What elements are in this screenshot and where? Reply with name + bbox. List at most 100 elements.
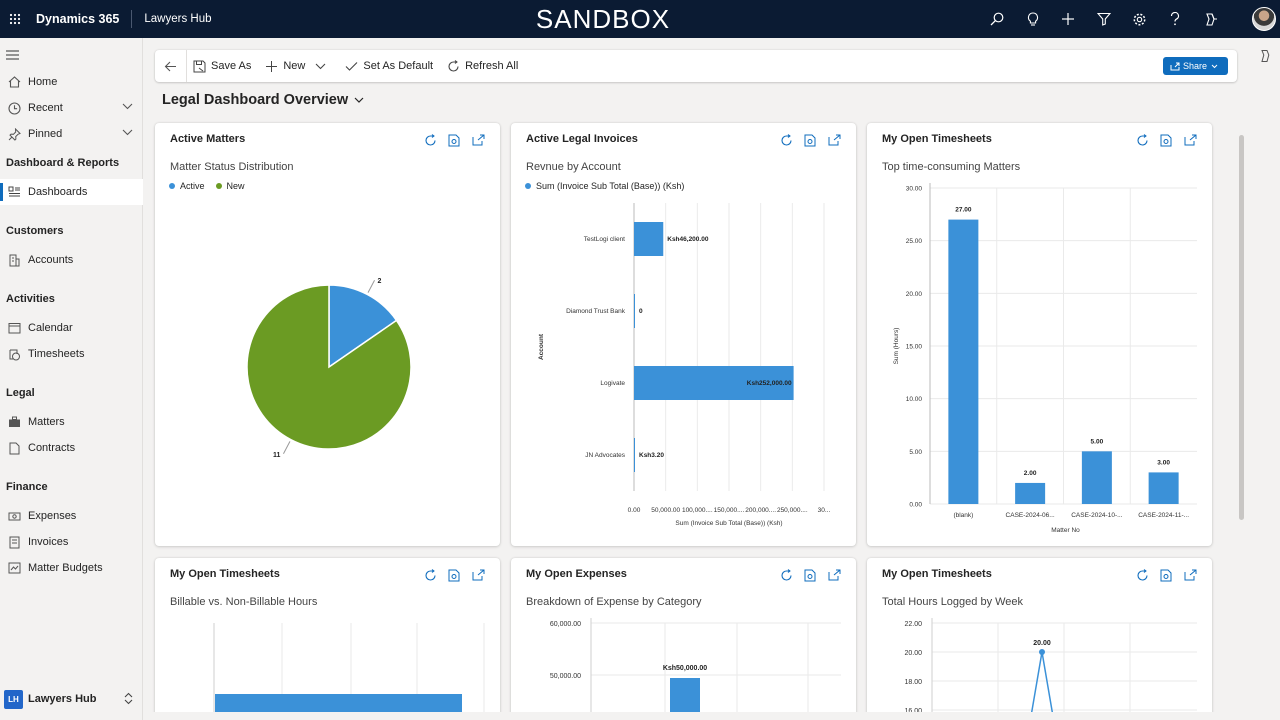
share-button[interactable]: Share [1163, 57, 1228, 75]
refresh-icon[interactable] [418, 566, 442, 584]
new-button[interactable]: New [265, 50, 331, 82]
view-records-icon[interactable] [1154, 131, 1178, 149]
sidebar-item-calendar[interactable]: Calendar [0, 315, 143, 341]
arrow-left-icon [164, 61, 176, 71]
sidebar-item-timesheets[interactable]: Timesheets [0, 341, 143, 367]
user-avatar[interactable] [1252, 7, 1276, 31]
area-switcher[interactable]: LH Lawyers Hub [0, 682, 143, 716]
expand-chart-icon[interactable] [466, 566, 490, 584]
chart-card-active-legal-invoices: Active Legal Invoices Revnue by Account … [511, 123, 856, 546]
data-label: Ksh252,000.00 [747, 380, 792, 387]
column-chart: 0.00 5.00 10.00 15.00 20.00 25.00 30.00 27.00 (b… [893, 183, 1197, 534]
legend-label: New [226, 181, 245, 191]
save-as-label: Save As [211, 60, 252, 72]
data-label: Ksh3.20 [639, 452, 664, 459]
pie-chart: 2 11 [246, 278, 412, 459]
set-as-default-button[interactable]: Set As Default [345, 50, 433, 82]
copilot-pane-icon[interactable] [1258, 49, 1272, 66]
plus-icon[interactable] [1051, 0, 1087, 38]
data-point[interactable] [1039, 649, 1045, 655]
sidebar-item-contracts[interactable]: Contracts [0, 435, 143, 461]
sidebar-item-label: Dashboards [28, 186, 88, 198]
brand-name[interactable]: Dynamics 365 [36, 10, 133, 28]
legend-item-new[interactable]: New [215, 181, 245, 191]
expand-chart-icon[interactable] [822, 131, 846, 149]
view-records-icon[interactable] [798, 566, 822, 584]
pie-slice-new[interactable] [246, 284, 412, 450]
hamburger-menu-icon[interactable] [6, 49, 19, 63]
refresh-icon[interactable] [1130, 131, 1154, 149]
chevron-down-icon[interactable] [122, 127, 133, 139]
sidebar-item-home[interactable]: Home [0, 69, 143, 95]
expand-chart-icon[interactable] [1178, 566, 1202, 584]
bar[interactable] [948, 219, 979, 504]
copilot-icon[interactable] [1193, 0, 1229, 38]
legend-item-sum[interactable]: Sum (Invoice Sub Total (Base)) (Ksh) [525, 181, 684, 191]
chevron-down-icon[interactable] [315, 63, 326, 70]
x-axis-label: Matter No [1051, 527, 1080, 534]
sidebar-item-invoices[interactable]: Invoices [0, 529, 143, 555]
y-category-label: JN Advocates [585, 452, 625, 459]
sidebar-item-expenses[interactable]: Expenses [0, 503, 143, 529]
view-records-icon[interactable] [442, 131, 466, 149]
expense-column-chart: 60,000.00 50,000.00 Ksh50,000.00 [550, 618, 841, 720]
expand-chart-icon[interactable] [466, 131, 490, 149]
sidebar-item-matters[interactable]: Matters [0, 409, 143, 435]
expand-chart-icon[interactable] [822, 566, 846, 584]
y-tick-label: 5.00 [909, 449, 922, 456]
y-tick-label: 18.00 [904, 679, 922, 686]
sidebar-item-accounts[interactable]: Accounts [0, 247, 143, 273]
bar[interactable] [1148, 472, 1179, 504]
refresh-icon[interactable] [774, 566, 798, 584]
bar[interactable] [634, 222, 664, 256]
sidebar-item-matter-budgets[interactable]: Matter Budgets [0, 555, 143, 581]
view-records-icon[interactable] [442, 566, 466, 584]
y-tick-label: 22.00 [904, 621, 922, 628]
gear-icon[interactable] [1122, 0, 1158, 38]
x-tick-label: 250,000.... [777, 507, 808, 514]
view-records-icon[interactable] [798, 131, 822, 149]
chevron-down-icon[interactable] [122, 101, 133, 113]
help-icon[interactable] [1157, 0, 1193, 38]
chevron-updown-icon[interactable] [124, 692, 133, 708]
view-records-icon[interactable] [1154, 566, 1178, 584]
app-launcher-icon[interactable] [2, 0, 28, 38]
bar[interactable] [634, 438, 635, 472]
card-title: Active Legal Invoices [526, 133, 638, 145]
app-name[interactable]: Lawyers Hub [144, 13, 212, 25]
back-button[interactable] [155, 50, 187, 82]
sidebar-item-label: Accounts [28, 254, 74, 266]
pie-slice-active[interactable] [328, 284, 398, 369]
search-icon[interactable] [980, 0, 1016, 38]
nav-group-title: Dashboard & Reports [6, 157, 120, 169]
legend-item-active[interactable]: Active [169, 181, 205, 191]
refresh-all-button[interactable]: Refresh All [447, 50, 518, 82]
dashboard-icon [0, 186, 28, 198]
filter-icon[interactable] [1086, 0, 1122, 38]
refresh-icon[interactable] [1130, 566, 1154, 584]
sidebar-item-recent[interactable]: Recent [0, 95, 143, 121]
scrollbar[interactable] [1239, 135, 1244, 520]
y-tick-label: 60,000.00 [550, 621, 581, 628]
bar[interactable] [634, 294, 635, 328]
line-chart: 22.00 20.00 18.00 16.00 20.00 [904, 618, 1197, 720]
bar-chart-partial [213, 623, 485, 720]
sidebar-item-dashboards[interactable]: Dashboards [0, 179, 143, 205]
save-as-button[interactable]: Save As [193, 50, 251, 82]
bar[interactable] [1015, 482, 1046, 504]
lightbulb-icon[interactable] [1015, 0, 1051, 38]
chart-card-active-matters: Active Matters Matter Status Distributio… [155, 123, 500, 546]
sidebar-item-label: Expenses [28, 510, 77, 522]
bar[interactable] [1081, 451, 1112, 504]
chart-subtitle: Top time-consuming Matters [882, 161, 1021, 173]
plus-icon [266, 60, 278, 72]
refresh-icon[interactable] [774, 131, 798, 149]
sidebar-item-pinned[interactable]: Pinned [0, 121, 143, 147]
dashboard-selector[interactable]: Legal Dashboard Overview [162, 92, 364, 108]
expand-chart-icon[interactable] [1178, 131, 1202, 149]
accounts-icon [0, 254, 28, 267]
refresh-icon[interactable] [418, 131, 442, 149]
bar[interactable] [634, 366, 794, 400]
clock-icon [0, 101, 28, 115]
share-icon [1170, 62, 1180, 70]
